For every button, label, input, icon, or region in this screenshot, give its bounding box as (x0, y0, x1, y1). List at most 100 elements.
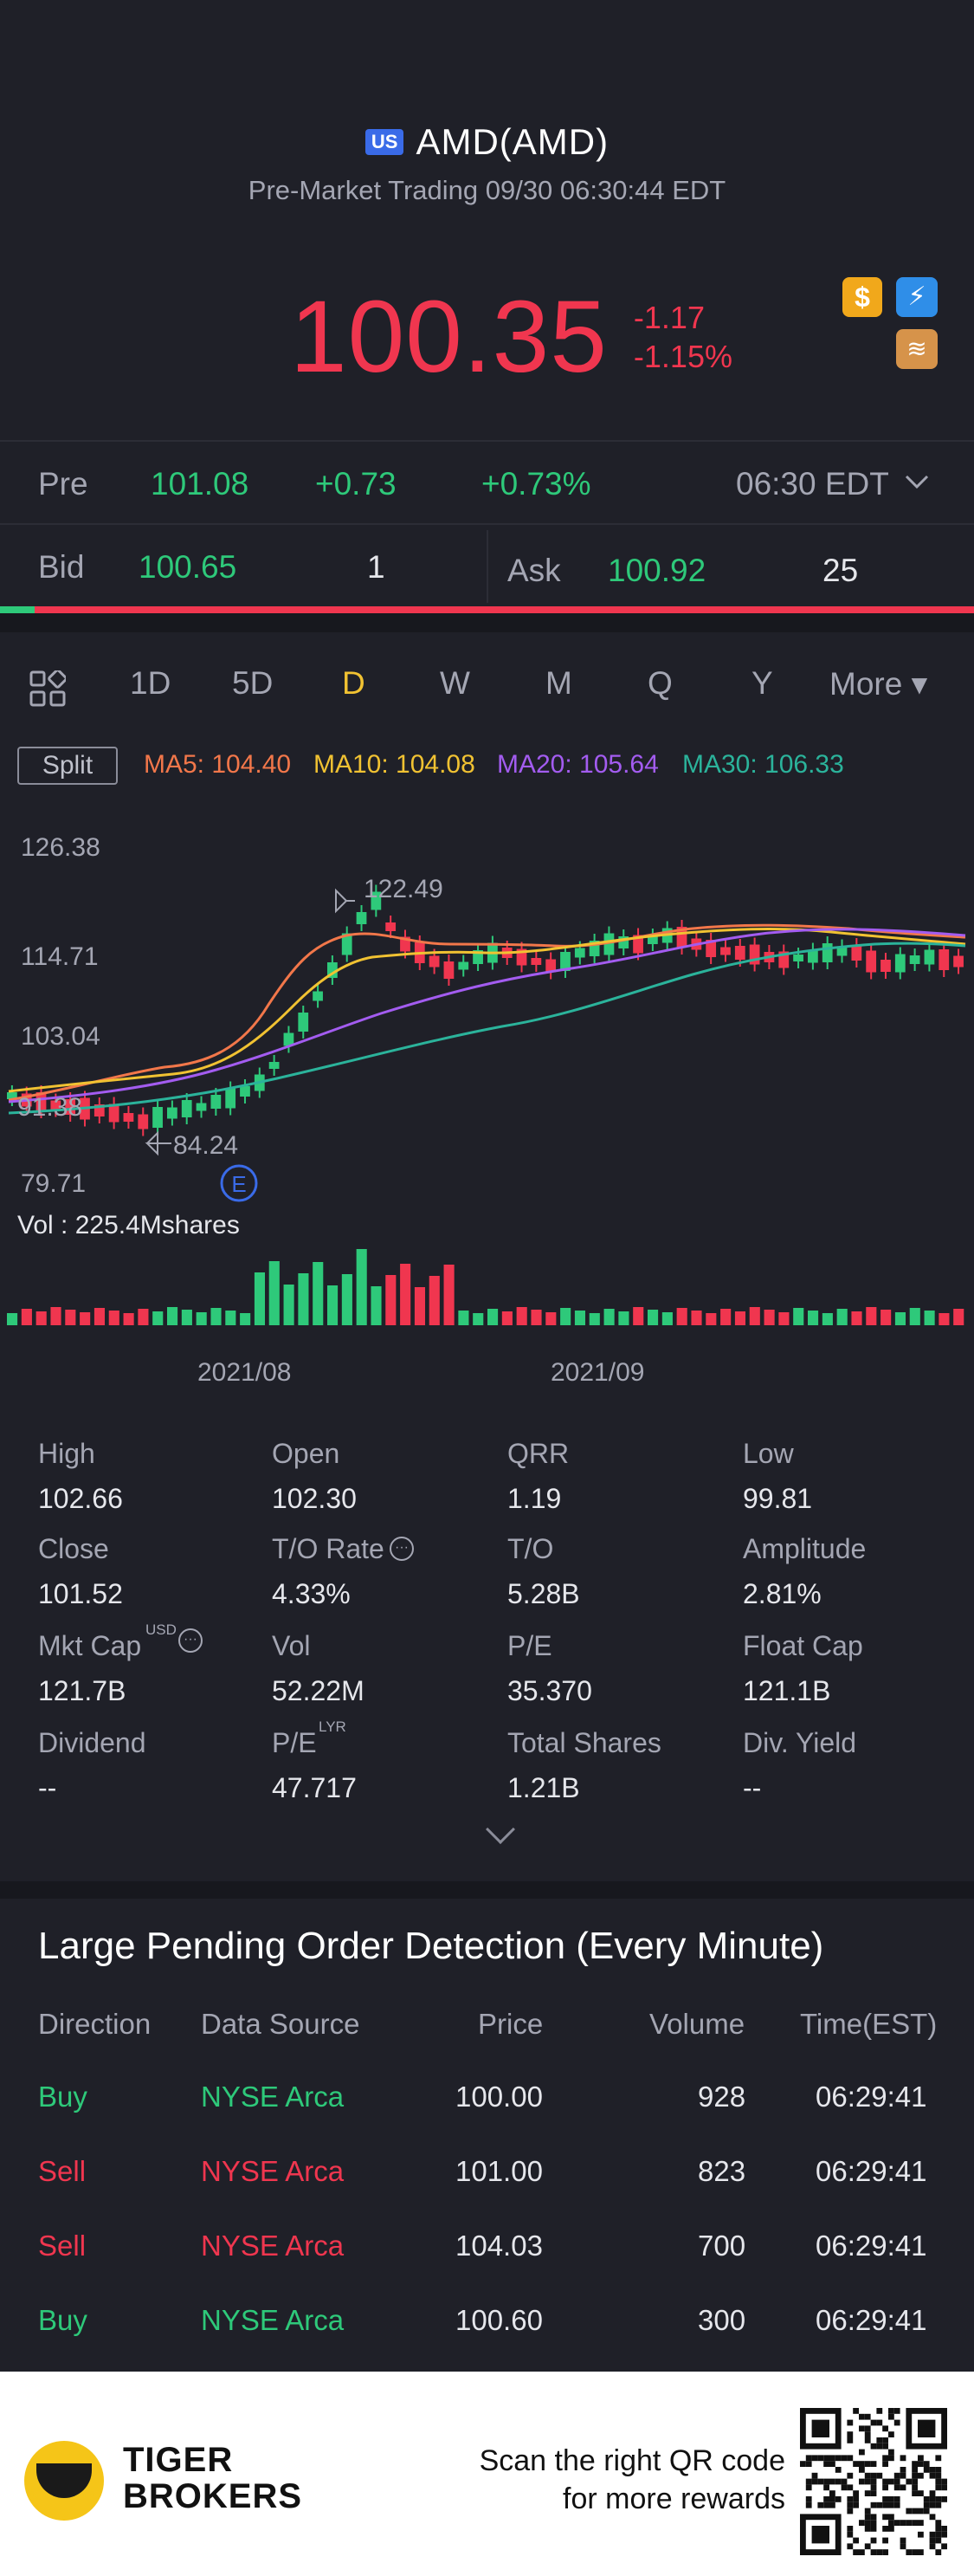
candle (210, 1095, 222, 1109)
volume-bar (35, 1311, 47, 1325)
earnings-event-marker[interactable] (220, 1164, 258, 1202)
moving-average-legend: Split MA5: 104.40 MA10: 104.08 MA20: 105… (0, 745, 974, 788)
ma20-line (8, 928, 966, 1104)
brand-name: TIGER (123, 2441, 234, 2479)
volume-bar (341, 1274, 352, 1325)
stat-label: T/O (507, 1533, 554, 1564)
lyr-superscript: LYR (319, 1718, 346, 1735)
pre-label: Pre (38, 466, 88, 502)
stats-grid: High 102.66 Open 102.30 QRR 1.19 Low 99.… (0, 1429, 974, 1880)
price-plot: 122.49 84.24 91.38 E (7, 875, 966, 1202)
row-price: 101.00 (455, 2155, 543, 2187)
candle (371, 891, 382, 910)
volume-bar (458, 1311, 469, 1325)
candle (808, 949, 818, 963)
volume-bar (501, 1311, 513, 1325)
split-button[interactable]: Split (17, 747, 118, 785)
tiger-logo-icon (24, 2441, 104, 2521)
layers-icon[interactable]: ≋ (896, 329, 938, 369)
candle (866, 950, 877, 973)
volume-bar (7, 1313, 18, 1325)
candle (283, 1032, 294, 1046)
promo-footer: TIGER BROKERS Scan the right QR code for… (0, 2372, 974, 2576)
tab-w[interactable]: W (440, 665, 470, 701)
tab-y[interactable]: Y (751, 665, 773, 701)
volume-bar (152, 1311, 164, 1325)
tab-5d[interactable]: 5D (232, 665, 274, 701)
event-marker-label: E (231, 1171, 246, 1197)
candle (429, 955, 440, 968)
candle (196, 1103, 207, 1111)
change-value: -1.17 (633, 300, 705, 335)
dollar-icon[interactable]: $ (842, 277, 882, 317)
chevron-down-icon[interactable] (904, 473, 930, 490)
bid-label: Bid (38, 549, 85, 585)
pre-market-row[interactable]: Pre 101.08 +0.73 +0.73% 06:30 EDT (0, 440, 974, 525)
tab-m[interactable]: M (545, 665, 572, 701)
tab-more[interactable]: More ▾ (829, 666, 928, 702)
grid-icon[interactable] (29, 670, 66, 707)
volume-bar (167, 1307, 178, 1325)
candle (458, 961, 469, 970)
row-direction: Buy (38, 2081, 87, 2113)
candle (298, 1013, 309, 1032)
col-source: Data Source (201, 2008, 360, 2040)
row-price: 100.60 (455, 2304, 543, 2336)
candlestick-chart[interactable]: 126.38 114.71 103.04 79.71 122.49 84.24 … (0, 814, 974, 1387)
more-info-icon[interactable]: ··· (178, 1628, 203, 1653)
more-info-icon[interactable]: ··· (390, 1537, 414, 1561)
promo-text: Scan the right QR code (479, 2444, 785, 2477)
ask-label: Ask (507, 553, 561, 588)
candle (108, 1104, 119, 1123)
volume-bar (720, 1309, 732, 1325)
volume-bar (181, 1310, 192, 1325)
period-tabs: 1D 5D D W M Q Y More ▾ (0, 658, 974, 714)
col-volume: Volume (649, 2008, 745, 2040)
tab-d[interactable]: D (342, 665, 365, 701)
tab-q[interactable]: Q (648, 665, 673, 701)
divider (487, 530, 488, 603)
volume-bar (618, 1311, 629, 1325)
candle (851, 945, 862, 961)
volume-bar (909, 1308, 920, 1325)
currency-superscript: USD (145, 1621, 177, 1638)
row-volume: 300 (698, 2304, 746, 2336)
volume-bar (793, 1308, 804, 1325)
volume-bar (574, 1311, 586, 1325)
ma10-label: MA10: 104.08 (313, 750, 475, 779)
row-time: 06:29:41 (816, 2230, 927, 2262)
candle (181, 1100, 192, 1117)
volume-bar (953, 1309, 964, 1325)
candle (778, 951, 790, 968)
ma5-line (8, 923, 966, 1102)
pre-change-percent: +0.73% (481, 466, 591, 502)
change-percent: -1.15% (633, 339, 732, 374)
volume-bar (661, 1312, 673, 1325)
volume-bar (866, 1307, 877, 1325)
qr-code-icon[interactable] (800, 2408, 947, 2555)
volume-bar (589, 1313, 600, 1325)
volume-bar (371, 1286, 382, 1325)
stat-label: Div. Yield (743, 1727, 857, 1758)
title-row: US AMD(AMD) (0, 121, 974, 163)
pre-change: +0.73 (315, 466, 397, 502)
ma10-line (8, 928, 966, 1093)
lightning-icon[interactable]: ⚡ (896, 277, 938, 317)
high-arrow (335, 888, 355, 914)
y-tick: 79.71 (21, 1169, 87, 1198)
volume-bar (764, 1310, 775, 1325)
candle (138, 1114, 149, 1129)
tab-1d[interactable]: 1D (130, 665, 171, 701)
stat-label: Vol (272, 1630, 311, 1661)
brand-name: BROKERS (123, 2477, 303, 2515)
volume-bar (734, 1311, 746, 1325)
bid-ask-row: Bid 100.65 1 Ask 100.92 25 (0, 527, 974, 606)
volume-bar (603, 1309, 615, 1325)
volume-bar (21, 1309, 32, 1325)
ma20-label: MA20: 105.64 (497, 750, 659, 779)
volume-bar (924, 1311, 935, 1325)
volume-bar (196, 1312, 207, 1325)
stat-label: Float Cap (743, 1630, 863, 1661)
candle (894, 954, 906, 973)
volume-bar (210, 1308, 222, 1325)
